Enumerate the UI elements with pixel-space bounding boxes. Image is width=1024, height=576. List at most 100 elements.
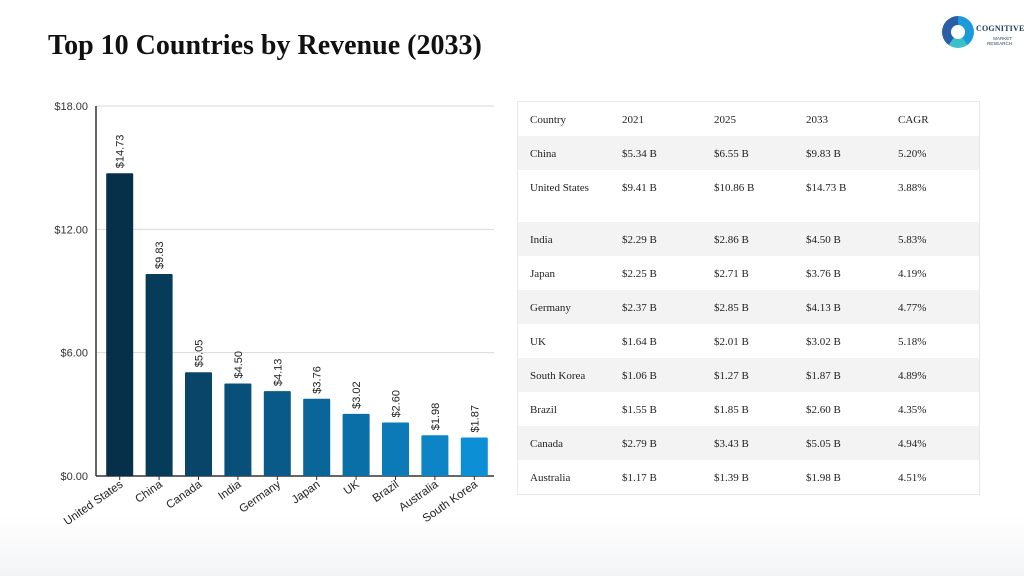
x-tick-label: Germany bbox=[237, 478, 283, 515]
table-cell: United States bbox=[530, 182, 589, 194]
table-cell: 4.94% bbox=[898, 438, 927, 450]
bar-value-label: $14.73 bbox=[115, 135, 127, 169]
x-tick-label: United States bbox=[62, 478, 126, 528]
table-cell: 4.89% bbox=[898, 370, 927, 382]
x-tick-label: China bbox=[133, 478, 165, 505]
table-row: China $5.34 B $6.55 B $9.83 B 5.20% bbox=[518, 136, 979, 170]
bar-value-label: $5.05 bbox=[194, 340, 206, 368]
table-cell: $1.64 B bbox=[622, 336, 657, 348]
company-logo: COGNITIVE MARKET RESEARCH bbox=[940, 14, 1024, 58]
bar-value-label: $4.13 bbox=[272, 359, 284, 387]
revenue-bar-chart: $0.00 $6.00 $12.00 $18.00 $14.73 United State… bbox=[54, 101, 494, 528]
bar bbox=[303, 398, 331, 476]
table-cell: 4.19% bbox=[898, 268, 927, 280]
table-cell: $2.29 B bbox=[622, 234, 657, 246]
table-cell: $5.05 B bbox=[806, 438, 841, 450]
table-cell: $1.85 B bbox=[714, 404, 749, 416]
y-tick-label: $0.00 bbox=[60, 471, 88, 483]
header-cagr: CAGR bbox=[898, 114, 929, 126]
bar-value-label: $2.60 bbox=[391, 390, 403, 418]
background-fade bbox=[0, 516, 1024, 576]
table-cell: $3.76 B bbox=[806, 268, 841, 280]
table-cell: $2.25 B bbox=[622, 268, 657, 280]
bar bbox=[106, 173, 134, 476]
table-cell: Australia bbox=[530, 472, 571, 484]
table-row: Australia $1.17 B $1.39 B $1.98 B 4.51% bbox=[518, 460, 979, 494]
logo-subtitle: MARKET RESEARCH bbox=[986, 36, 1012, 46]
table-cell: $2.60 B bbox=[806, 404, 841, 416]
table-cell: 5.20% bbox=[898, 148, 927, 160]
bar bbox=[263, 391, 291, 476]
header-2025: 2025 bbox=[714, 114, 736, 126]
x-tick-label: UK bbox=[342, 478, 362, 497]
bar-value-label: $9.83 bbox=[154, 241, 166, 269]
table-cell: 5.83% bbox=[898, 234, 927, 246]
table-cell: $2.71 B bbox=[714, 268, 749, 280]
bar bbox=[460, 437, 488, 476]
table-cell: $1.17 B bbox=[622, 472, 657, 484]
table-cell: $2.37 B bbox=[622, 302, 657, 314]
logo-brand-text: COGNITIVE bbox=[976, 24, 1024, 33]
bar bbox=[224, 383, 252, 476]
header-country: Country bbox=[530, 114, 567, 126]
table-row: India $2.29 B $2.86 B $4.50 B 5.83% bbox=[518, 222, 979, 256]
table-cell: Japan bbox=[530, 268, 556, 280]
table-row: UK $1.64 B $2.01 B $3.02 B 5.18% bbox=[518, 324, 979, 358]
table-cell: 4.35% bbox=[898, 404, 927, 416]
table-cell: $4.13 B bbox=[806, 302, 841, 314]
table-cell: $10.86 B bbox=[714, 182, 755, 194]
table-cell: $9.41 B bbox=[622, 182, 657, 194]
table-cell: $1.87 B bbox=[806, 370, 841, 382]
table-cell: $1.98 B bbox=[806, 472, 841, 484]
table-cell: $2.79 B bbox=[622, 438, 657, 450]
table-cell: UK bbox=[530, 336, 546, 348]
table-cell: $1.27 B bbox=[714, 370, 749, 382]
bar-value-label: $3.76 bbox=[312, 366, 324, 394]
table-cell: $2.85 B bbox=[714, 302, 749, 314]
table-cell: 4.51% bbox=[898, 472, 927, 484]
table-cell: $2.86 B bbox=[714, 234, 749, 246]
table-cell: Canada bbox=[530, 438, 563, 450]
y-tick-label: $12.00 bbox=[54, 224, 88, 236]
page-title: Top 10 Countries by Revenue (2033) bbox=[48, 30, 482, 61]
x-tick-label: Japan bbox=[290, 479, 323, 507]
table-cell: $2.01 B bbox=[714, 336, 749, 348]
table-row: United States $9.41 B $10.86 B $14.73 B 3.88… bbox=[518, 170, 979, 222]
table-cell: 4.77% bbox=[898, 302, 927, 314]
table-cell: South Korea bbox=[530, 370, 586, 382]
table-cell: 3.88% bbox=[898, 182, 927, 194]
bar-value-label: $4.50 bbox=[233, 351, 245, 379]
bar bbox=[145, 273, 173, 476]
bar bbox=[421, 435, 449, 476]
table-cell: 5.18% bbox=[898, 336, 927, 348]
bar-value-label: $1.98 bbox=[430, 403, 442, 431]
bar bbox=[342, 413, 370, 476]
x-tick-label: Canada bbox=[164, 478, 204, 511]
y-tick-label: $18.00 bbox=[54, 101, 88, 113]
table-row: Germany $2.37 B $2.85 B $4.13 B 4.77% bbox=[518, 290, 979, 324]
table-row: Japan $2.25 B $2.71 B $3.76 B 4.19% bbox=[518, 256, 979, 290]
table-cell: $1.06 B bbox=[622, 370, 657, 382]
bar bbox=[185, 372, 212, 476]
x-tick-label: Brazil bbox=[371, 479, 401, 505]
table-cell: Brazil bbox=[530, 404, 557, 416]
header-2033: 2033 bbox=[806, 114, 828, 126]
table-cell: $14.73 B bbox=[806, 182, 847, 194]
x-tick-label: India bbox=[216, 478, 244, 502]
table-cell: $3.43 B bbox=[714, 438, 749, 450]
table-cell: $5.34 B bbox=[622, 148, 657, 160]
bar bbox=[382, 422, 409, 476]
table-cell: China bbox=[530, 148, 557, 160]
table-cell: $9.83 B bbox=[806, 148, 841, 160]
table-row: Brazil $1.55 B $1.85 B $2.60 B 4.35% bbox=[518, 392, 979, 426]
revenue-table: Country 2021 2025 2033 CAGR China $5.34 B… bbox=[517, 101, 980, 495]
table-cell: $4.50 B bbox=[806, 234, 841, 246]
table-header-row: Country 2021 2025 2033 CAGR bbox=[518, 102, 979, 136]
table-row: Canada $2.79 B $3.43 B $5.05 B 4.94% bbox=[518, 426, 979, 460]
table-cell: $1.55 B bbox=[622, 404, 657, 416]
table-cell: Germany bbox=[530, 302, 571, 314]
bar-value-label: $3.02 bbox=[351, 381, 363, 409]
table-cell: $3.02 B bbox=[806, 336, 841, 348]
logo-ring-icon bbox=[942, 16, 974, 48]
table-cell: $1.39 B bbox=[714, 472, 749, 484]
